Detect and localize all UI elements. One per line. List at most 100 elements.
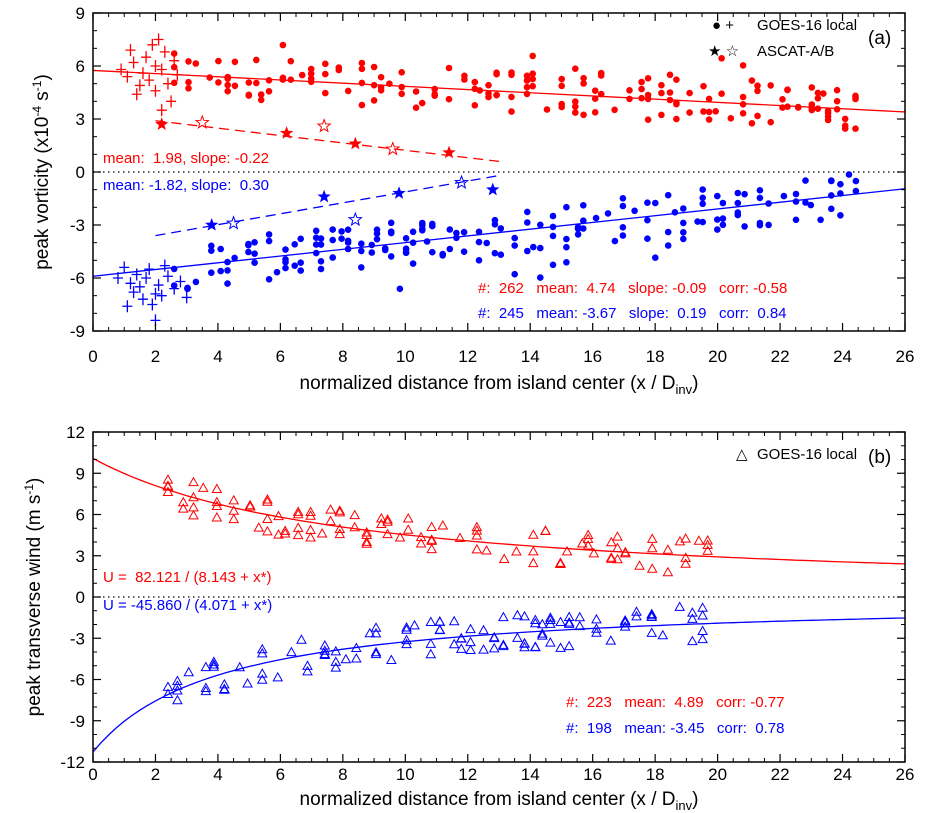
goes-dot — [412, 88, 420, 95]
goes-dot — [638, 78, 645, 86]
triangle-marker — [188, 476, 199, 487]
goes-dot — [754, 87, 761, 95]
goes-dot — [673, 115, 680, 123]
goes-dot — [671, 209, 679, 216]
triangle-marker — [302, 660, 313, 670]
goes-dot — [680, 235, 687, 243]
triangle-marker — [702, 545, 714, 555]
goes-dot — [814, 89, 822, 97]
plus-marker — [122, 300, 133, 313]
triangle-marker — [425, 616, 437, 627]
x-tick-label: 2 — [151, 347, 160, 366]
triangle-marker — [527, 557, 539, 568]
y-tick-label: -6 — [70, 269, 85, 288]
x-tick-label: 26 — [896, 765, 915, 784]
goes-dot — [837, 180, 844, 188]
goes-dot — [493, 70, 500, 78]
ascat-filled-star — [486, 182, 500, 196]
legend-ascat-markers: ★ ☆ — [708, 43, 739, 60]
plus-marker — [122, 70, 133, 83]
triangle-marker — [401, 634, 412, 645]
y-tick-label: 12 — [66, 423, 85, 442]
triangle-marker — [612, 531, 623, 541]
triangle-marker — [370, 648, 382, 659]
goes-dot — [245, 79, 253, 86]
goes-dot — [297, 267, 305, 274]
triangle-marker — [426, 543, 438, 554]
goes-dot — [497, 225, 505, 232]
triangle-marker — [177, 496, 189, 507]
goes-dot — [524, 247, 531, 255]
x-tick-label: 6 — [276, 765, 285, 784]
annotation-blue-fit: U = -45.860 / (4.071 + x*) — [103, 597, 272, 614]
goes-dot — [245, 241, 252, 249]
goes-dot — [644, 116, 652, 123]
x-tick-label: 22 — [771, 347, 790, 366]
legend-ascat-label: ASCAT-A/B — [757, 43, 834, 60]
goes-dot — [549, 261, 557, 269]
plus-marker — [175, 275, 186, 288]
goes-dot — [368, 249, 376, 256]
fit-line — [92, 188, 906, 277]
goes-dot — [409, 260, 417, 267]
ascat-open-star — [226, 215, 242, 230]
triangle-marker — [319, 645, 331, 655]
goes-dot — [329, 254, 337, 261]
plus-marker — [166, 95, 177, 108]
goes-dot — [652, 199, 659, 207]
triangle-marker — [350, 652, 362, 663]
x-tick-label: 4 — [213, 347, 222, 366]
goes-dot — [808, 106, 816, 114]
goes-dot — [429, 220, 436, 228]
goes-dot — [658, 89, 665, 97]
goes-dot — [291, 241, 299, 248]
triangle-marker — [340, 653, 352, 664]
goes-dot — [779, 96, 786, 103]
goes-dot — [398, 83, 406, 91]
goes-dot — [344, 237, 352, 245]
goes-dot — [563, 259, 570, 266]
triangle-marker — [687, 635, 698, 646]
goes-dot — [471, 78, 479, 86]
triangle-marker — [256, 668, 268, 678]
triangle-marker — [211, 511, 223, 522]
goes-dot — [322, 70, 329, 78]
plus-marker — [172, 68, 183, 81]
goes-dot — [807, 201, 815, 209]
annotation-red-ascat: mean: 1.98, slope: -0.22 — [103, 150, 269, 167]
goes-dot — [215, 57, 222, 65]
goes-dot — [431, 92, 439, 99]
y-tick-label: 9 — [76, 4, 85, 23]
x-tick-label: 18 — [646, 347, 665, 366]
goes-dot — [170, 79, 178, 87]
x-tick-label: 6 — [276, 347, 285, 366]
triangle-marker — [498, 611, 509, 622]
y-tick-label: -9 — [70, 322, 85, 341]
plus-marker — [131, 88, 142, 101]
goes-dot — [719, 221, 727, 229]
goes-dot — [370, 63, 378, 71]
triangle-marker — [631, 606, 642, 616]
triangle-marker — [415, 537, 427, 548]
triangle-marker — [582, 539, 594, 550]
goes-dot — [833, 106, 841, 113]
triangle-marker — [455, 643, 467, 653]
plus-marker — [134, 280, 145, 293]
goes-dot — [563, 243, 570, 251]
triangle-marker — [401, 621, 412, 632]
triangle-marker — [256, 674, 268, 684]
triangle-marker — [434, 624, 446, 634]
goes-dot — [523, 77, 531, 84]
triangle-marker — [256, 643, 268, 654]
y-tick-label: 6 — [76, 57, 85, 76]
goes-dot — [297, 235, 305, 243]
ascat-filled-star — [317, 189, 331, 203]
goes-dot — [765, 221, 772, 229]
goes-dot — [591, 109, 599, 116]
triangle-marker — [401, 638, 412, 649]
triangle-marker — [386, 654, 397, 665]
goes-dot — [475, 238, 483, 246]
goes-dot — [591, 95, 599, 102]
